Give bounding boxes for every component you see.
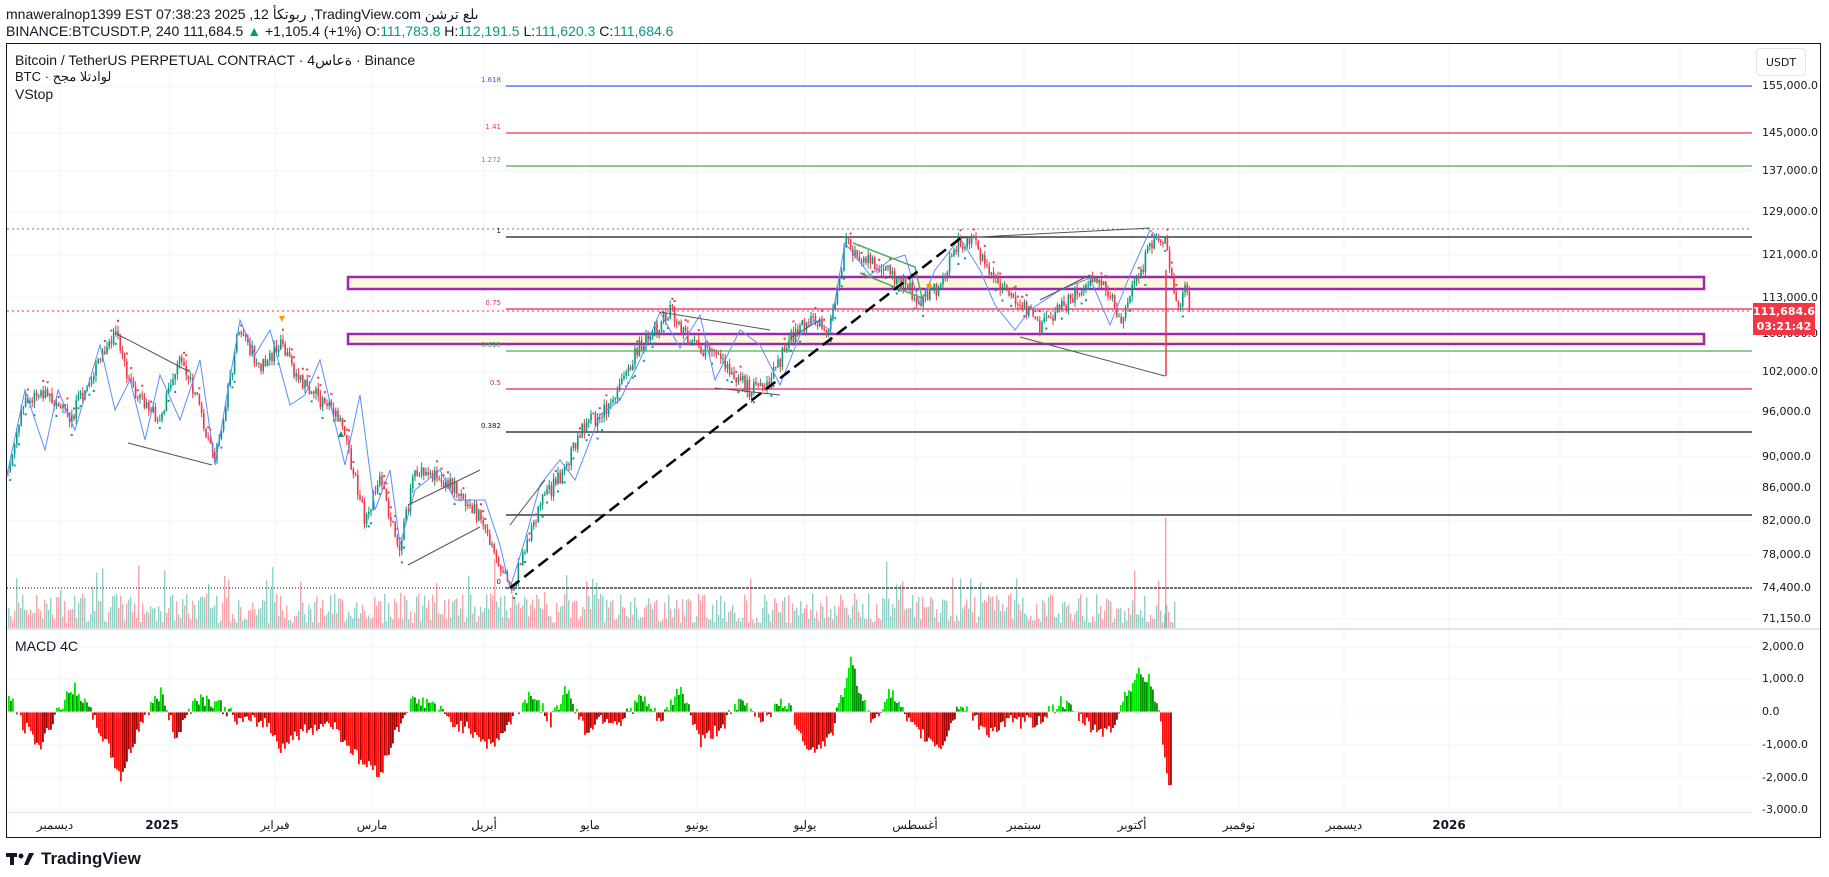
fib-level-label: 1.41: [485, 123, 501, 131]
symbol-legend[interactable]: Bitcoin / TetherUS PERPETUAL CONTRACT · …: [15, 52, 416, 68]
pattern-line: [407, 526, 481, 566]
pattern-line: [509, 479, 546, 526]
fib-level-label: 0.75: [485, 299, 501, 307]
chart-frame: [6, 43, 1821, 838]
volume-legend[interactable]: BTC · لوادتلا مجح: [15, 69, 112, 84]
bull-flag: [852, 242, 924, 300]
price-tick: 113,000.0: [1762, 291, 1818, 304]
pattern-line: [1019, 336, 1166, 377]
price-tick: 96,000.0: [1762, 405, 1811, 418]
low-value: 111,620.3: [535, 23, 596, 39]
fib-level-label: 1: [496, 227, 501, 235]
close-value: 111,684.6: [613, 23, 674, 39]
ohlc-bar: BINANCE:BTCUSDT.P, 240 111,684.5 ▲ +1,10…: [6, 23, 673, 39]
pattern-line: [659, 311, 771, 331]
fib-level-label: 0.618: [480, 341, 501, 349]
time-label: يونيو: [685, 818, 709, 832]
open-label: O:: [365, 23, 381, 39]
current-price-tag: 111,684.6 03:21:42: [1753, 303, 1815, 335]
price-tick: 90,000.0: [1762, 450, 1811, 463]
last-price: 111,684.5: [183, 23, 244, 39]
supply-zone: [346, 275, 1706, 291]
symbol-label[interactable]: BINANCE:BTCUSDT.P, 240: [6, 23, 180, 39]
vstop-legend[interactable]: VStop: [15, 86, 54, 102]
time-label: مايو: [580, 818, 600, 832]
price-tick: 82,000.0: [1762, 514, 1811, 527]
fib-level-label: 0.382: [480, 422, 501, 430]
tradingview-logo-icon: [6, 853, 34, 865]
pattern-line: [407, 469, 481, 506]
macd-legend[interactable]: MACD 4C: [15, 638, 79, 654]
time-label: 2026: [1432, 818, 1466, 832]
time-label: أكتوبر: [1117, 818, 1147, 832]
pattern-line: [714, 387, 781, 396]
time-label: سبتمبر: [1006, 818, 1042, 832]
pattern-line: [1039, 274, 1091, 301]
pattern-line: [127, 442, 213, 466]
bar-countdown: 03:21:42: [1756, 320, 1812, 333]
open-value: 111,783.8: [380, 23, 441, 39]
price-tick: 86,000.0: [1762, 481, 1811, 494]
price-tick: 155,000.0: [1762, 79, 1818, 92]
pattern-line: [114, 332, 191, 373]
fib-level-label: 0: [496, 578, 501, 586]
macd-tick: 2,000.0: [1762, 640, 1804, 653]
fib-level-label: 0.5: [489, 379, 501, 387]
fib-level-label: 1.618: [480, 76, 501, 84]
macd-tick: 0.0: [1762, 705, 1780, 718]
pane-divider[interactable]: [7, 628, 1820, 630]
price-tick: 74,400.0: [1762, 581, 1811, 594]
fib-level-label: 1.272: [480, 156, 501, 164]
close-label: C:: [599, 23, 614, 39]
time-label: نوفمبر: [1222, 818, 1256, 832]
sell-signal-icon: [279, 316, 285, 322]
price-tick: 137,000.0: [1762, 164, 1818, 177]
low-label: L:: [523, 23, 536, 39]
high-label: H:: [444, 23, 459, 39]
tradingview-logo[interactable]: TradingView: [6, 849, 141, 869]
price-tick: 145,000.0: [1762, 126, 1818, 139]
currency-button[interactable]: USDT: [1756, 48, 1806, 76]
up-arrow-icon: ▲: [247, 23, 262, 39]
macd-tick: -2,000.0: [1762, 771, 1808, 784]
price-tick: 121,000.0: [1762, 248, 1818, 261]
current-price: 111,684.6: [1753, 305, 1815, 318]
brand-name: TradingView: [41, 849, 141, 868]
zigzag-line: [6, 229, 1161, 590]
time-label: 2025: [145, 818, 179, 832]
price-tick: 78,000.0: [1762, 548, 1811, 561]
time-label: فبراير: [260, 818, 290, 832]
buy-signal-icon: [338, 431, 344, 437]
price-change: +1,105.4 (+1%): [265, 23, 362, 39]
time-label: أبريل: [471, 818, 497, 832]
price-tick: 71,150.0: [1762, 612, 1811, 625]
time-label: يوليو: [793, 818, 817, 832]
macd-tick: -3,000.0: [1762, 803, 1808, 816]
time-label: مارس: [356, 818, 388, 832]
time-label: ديسمبر: [1325, 818, 1363, 832]
pattern-line: [789, 319, 821, 339]
publish-info: mnaweralnop1399 EST 07:38:23 2025 ,12 رب…: [6, 6, 479, 22]
price-tick: 102,000.0: [1762, 365, 1818, 378]
trend-line: [509, 236, 963, 589]
time-label: ديسمبر: [36, 818, 74, 832]
sell-signal-icon: [926, 284, 932, 290]
macd-tick: -1,000.0: [1762, 738, 1808, 751]
high-value: 112,191.5: [458, 23, 520, 39]
price-tick: 129,000.0: [1762, 205, 1818, 218]
pattern-line: [959, 227, 1151, 239]
time-label: أغسطس: [892, 818, 938, 832]
macd-tick: 1,000.0: [1762, 672, 1804, 685]
time-axis[interactable]: ديسمبر 2025 فبراير مارس أبريل مايو يونيو يوليو أ…: [7, 812, 1752, 838]
